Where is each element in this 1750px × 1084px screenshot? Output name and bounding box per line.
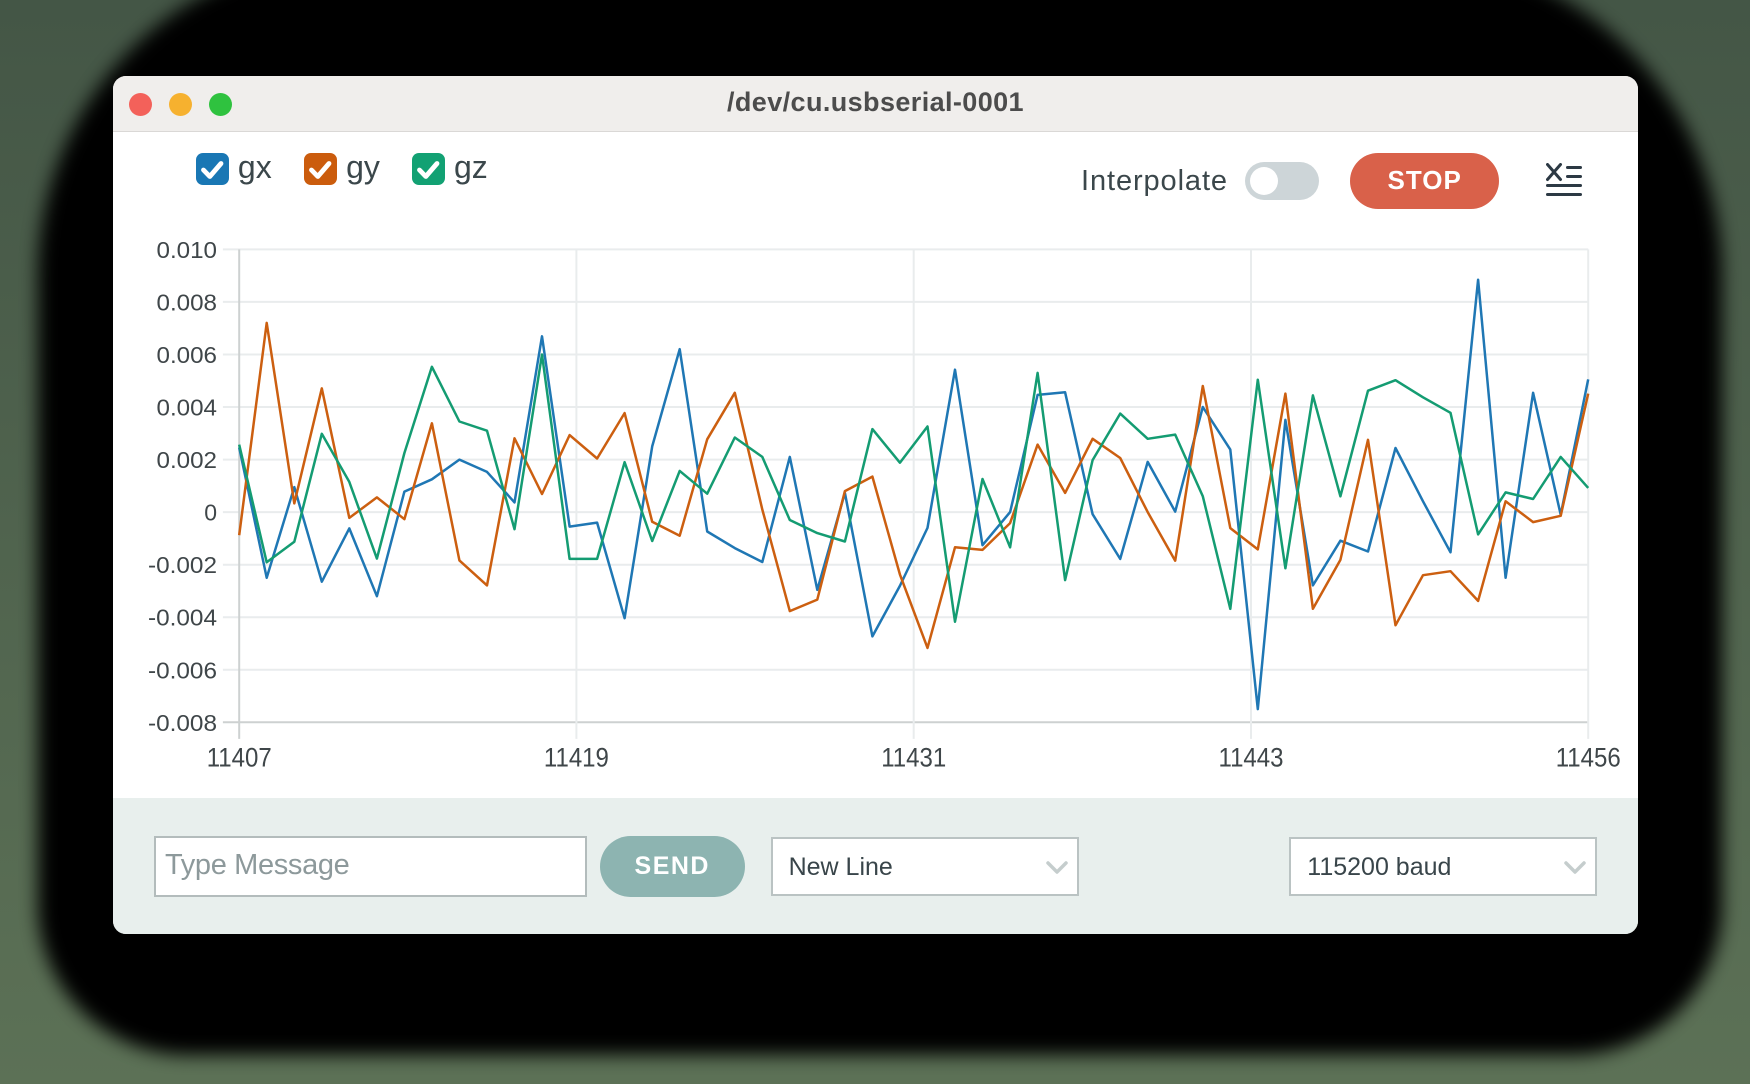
svg-text:11431: 11431	[881, 743, 946, 773]
svg-text:0.006: 0.006	[157, 342, 218, 368]
svg-text:0.010: 0.010	[157, 237, 218, 263]
svg-text:11443: 11443	[1219, 743, 1284, 773]
svg-text:-0.008: -0.008	[148, 710, 217, 736]
svg-text:0.008: 0.008	[157, 289, 218, 315]
svg-text:-0.004: -0.004	[148, 605, 217, 631]
svg-text:-0.006: -0.006	[148, 657, 217, 683]
svg-text:0.004: 0.004	[157, 395, 218, 421]
svg-text:-0.002: -0.002	[148, 552, 217, 578]
svg-text:11407: 11407	[207, 743, 272, 773]
svg-text:11456: 11456	[1556, 743, 1621, 773]
svg-text:0.002: 0.002	[157, 447, 218, 473]
svg-text:0: 0	[204, 500, 217, 526]
svg-text:11419: 11419	[544, 743, 609, 773]
